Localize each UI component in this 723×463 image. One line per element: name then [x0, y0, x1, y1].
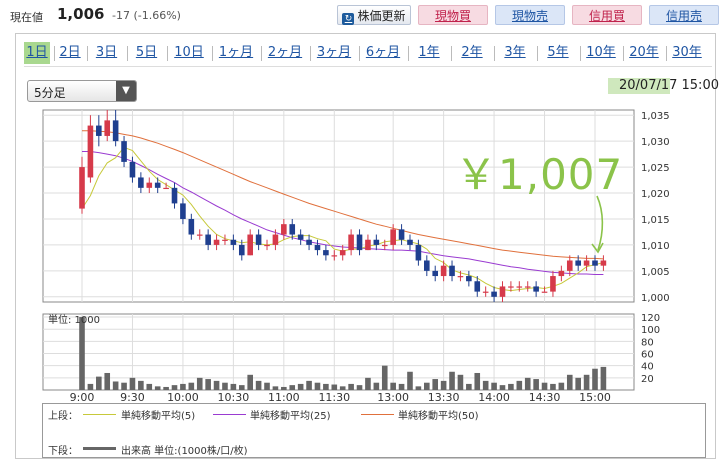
legend-lower-label: 下段： [48, 446, 78, 457]
tab-4[interactable]: 10日 [174, 45, 204, 60]
interval-value: 5分足 [34, 86, 66, 100]
legend-ma25: 単純移動平均(25) [250, 411, 331, 422]
chart-datetime: 20/07/17 15:00 [619, 78, 719, 93]
refresh-label: 株価更新 [357, 9, 406, 23]
tab-separator [309, 46, 311, 61]
margin-buy-label: 信用買 [588, 9, 625, 23]
tab-separator [358, 46, 360, 61]
tab-10[interactable]: 2年 [461, 45, 483, 60]
legend-ma5-line [83, 414, 116, 415]
legend-ma5: 単純移動平均(5) [121, 411, 196, 422]
tab-11[interactable]: 3年 [504, 45, 526, 60]
legend-volume-line [83, 447, 116, 450]
tab-13[interactable]: 10年 [586, 45, 616, 60]
tab-3[interactable]: 5日 [135, 45, 158, 60]
legend-ma50: 単純移動平均(50) [398, 411, 479, 422]
legend-upper-label: 上段： [48, 411, 78, 422]
cash-sell-label: 現物売 [511, 9, 548, 23]
legend-ma25-line [213, 414, 246, 415]
cash-buy-label: 現物買 [434, 9, 471, 23]
cash-sell-button[interactable]: 現物売 [495, 5, 565, 25]
margin-buy-button[interactable]: 信用買 [572, 5, 642, 25]
tab-separator [211, 46, 213, 61]
tab-separator [166, 46, 168, 61]
datetime-highlight [608, 78, 670, 94]
tab-separator [86, 46, 88, 61]
price-label: 現在値 [10, 11, 43, 24]
tab-separator [407, 46, 409, 61]
tab-separator [126, 46, 128, 61]
price-change: -17 (-1.66%) [112, 9, 181, 22]
cash-buy-button[interactable]: 現物買 [418, 5, 488, 25]
price-header: 現在値 1,006 -17 (-1.66%) ↻ 株価更新 現物買 現物売 信用買… [0, 0, 723, 32]
tab-14[interactable]: 20年 [629, 45, 659, 60]
chart-legend: 上段： 単純移動平均(5) 単純移動平均(25) 単純移動平均(50) 下段： … [42, 403, 706, 458]
current-price: 1,006 [57, 5, 105, 23]
legend-volume: 出来高 単位:(1000株/口/枚) [121, 446, 248, 457]
chevron-down-icon: ▼ [116, 81, 136, 101]
interval-select[interactable]: 5分足 ▼ [27, 80, 137, 102]
tab-0[interactable]: 1日 [24, 42, 50, 64]
price-annotation: ￥1,007 [455, 150, 624, 199]
tab-separator [260, 46, 262, 61]
tab-separator [622, 46, 624, 61]
tab-separator [536, 46, 538, 61]
tab-separator [493, 46, 495, 61]
tab-6[interactable]: 2ヶ月 [267, 45, 303, 60]
tab-9[interactable]: 1年 [418, 45, 440, 60]
tab-7[interactable]: 3ヶ月 [316, 45, 352, 60]
tab-8[interactable]: 6ヶ月 [365, 45, 401, 60]
tab-1[interactable]: 2日 [59, 45, 81, 60]
tab-separator [665, 46, 667, 61]
tab-12[interactable]: 5年 [547, 45, 569, 60]
refresh-price-button[interactable]: ↻ 株価更新 [337, 5, 411, 25]
tab-divider [24, 66, 712, 67]
tab-2[interactable]: 3日 [95, 45, 118, 60]
refresh-icon: ↻ [342, 13, 355, 25]
tab-separator [579, 46, 581, 61]
tab-separator [450, 46, 452, 61]
tab-separator [53, 46, 55, 61]
margin-sell-button[interactable]: 信用売 [649, 5, 719, 25]
tab-15[interactable]: 30年 [672, 45, 702, 60]
legend-ma50-line [361, 414, 394, 415]
margin-sell-label: 信用売 [665, 9, 702, 23]
tab-5[interactable]: 1ヶ月 [218, 45, 254, 60]
